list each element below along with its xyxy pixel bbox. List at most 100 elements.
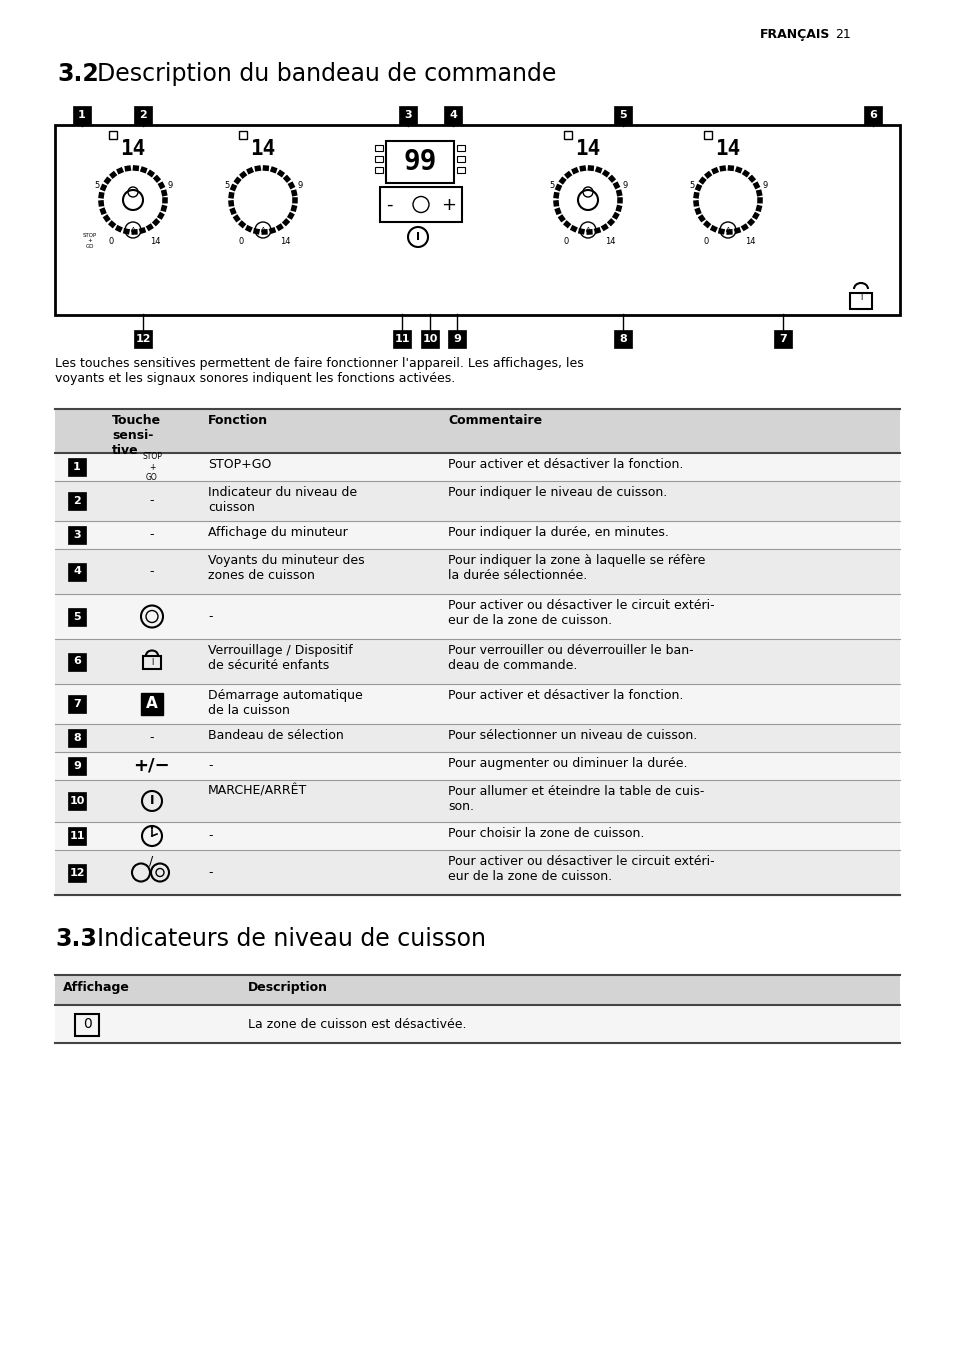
Text: 9: 9 bbox=[297, 181, 302, 191]
Bar bbox=[563, 131, 572, 139]
Text: Commentaire: Commentaire bbox=[448, 414, 541, 427]
Bar bbox=[703, 131, 711, 139]
Text: Touche
sensi-
tive: Touche sensi- tive bbox=[112, 414, 161, 458]
Bar bbox=[55, 850, 899, 895]
Text: La zone de cuisson est désactivée.: La zone de cuisson est désactivée. bbox=[248, 1017, 466, 1030]
Text: Affichage: Affichage bbox=[63, 982, 130, 994]
Bar bbox=[456, 145, 464, 152]
Text: Pour augmenter ou diminuer la durée.: Pour augmenter ou diminuer la durée. bbox=[448, 757, 687, 770]
Text: 4: 4 bbox=[449, 110, 456, 121]
Text: 14: 14 bbox=[575, 139, 599, 158]
Text: Les touches sensitives permettent de faire fonctionner l'appareil. Les affichage: Les touches sensitives permettent de fai… bbox=[55, 357, 583, 385]
Bar bbox=[141, 693, 163, 715]
Bar bbox=[55, 594, 899, 639]
Text: 3.2: 3.2 bbox=[57, 62, 99, 87]
Text: 5: 5 bbox=[689, 181, 694, 191]
Text: 3.3: 3.3 bbox=[55, 927, 97, 951]
Text: 12: 12 bbox=[135, 334, 151, 344]
Text: STOP
+
GO: STOP + GO bbox=[83, 233, 97, 249]
Text: Fonction: Fonction bbox=[208, 414, 268, 427]
Bar bbox=[68, 864, 86, 881]
Bar bbox=[68, 608, 86, 626]
Text: MARCHE/ARRÊT: MARCHE/ARRÊT bbox=[208, 785, 307, 798]
Bar bbox=[68, 695, 86, 714]
Bar bbox=[448, 330, 465, 348]
Text: 9: 9 bbox=[73, 761, 81, 770]
Bar bbox=[55, 125, 899, 315]
Text: 12: 12 bbox=[70, 868, 85, 877]
Bar bbox=[379, 187, 461, 222]
Bar bbox=[614, 330, 631, 348]
Text: Démarrage automatique
de la cuisson: Démarrage automatique de la cuisson bbox=[208, 689, 362, 718]
Bar bbox=[375, 167, 382, 173]
Text: Verrouillage / Dispositif
de sécurité enfants: Verrouillage / Dispositif de sécurité en… bbox=[208, 645, 353, 672]
Text: 8: 8 bbox=[73, 733, 81, 743]
Bar bbox=[443, 106, 461, 125]
Text: I: I bbox=[150, 795, 154, 807]
Bar bbox=[614, 106, 631, 125]
Text: 14: 14 bbox=[250, 139, 275, 158]
Bar bbox=[68, 827, 86, 845]
Text: 5: 5 bbox=[224, 181, 230, 191]
Text: 0: 0 bbox=[83, 1017, 91, 1030]
Text: I: I bbox=[416, 232, 419, 242]
Text: -: - bbox=[150, 494, 154, 508]
Bar bbox=[68, 562, 86, 581]
Text: 0: 0 bbox=[109, 237, 113, 246]
Text: -: - bbox=[150, 528, 154, 542]
Text: 3: 3 bbox=[73, 529, 81, 540]
Text: -: - bbox=[150, 731, 154, 745]
Bar bbox=[68, 492, 86, 510]
Text: -: - bbox=[208, 830, 213, 842]
Bar bbox=[133, 106, 152, 125]
Text: Pour indiquer la zone à laquelle se réfère
la durée sélectionnée.: Pour indiquer la zone à laquelle se réfè… bbox=[448, 554, 704, 582]
Text: 5: 5 bbox=[94, 181, 99, 191]
Text: 5: 5 bbox=[549, 181, 554, 191]
Text: STOP+GO: STOP+GO bbox=[208, 458, 271, 471]
Text: 9: 9 bbox=[761, 181, 767, 191]
Text: Pour indiquer la durée, en minutes.: Pour indiquer la durée, en minutes. bbox=[448, 525, 668, 539]
Bar bbox=[55, 724, 899, 751]
Text: 0: 0 bbox=[238, 237, 243, 246]
Text: 14: 14 bbox=[714, 139, 740, 158]
Bar bbox=[393, 330, 411, 348]
Text: 10: 10 bbox=[422, 334, 437, 344]
Bar bbox=[55, 1005, 899, 1043]
Text: A: A bbox=[260, 227, 265, 233]
Text: 10: 10 bbox=[70, 796, 85, 806]
Bar bbox=[55, 454, 899, 481]
Text: STOP
+
GO: STOP + GO bbox=[142, 452, 162, 482]
Text: /: / bbox=[149, 854, 153, 868]
Text: 2: 2 bbox=[73, 496, 81, 506]
Bar bbox=[55, 780, 899, 822]
Text: 14: 14 bbox=[120, 139, 145, 158]
Text: A: A bbox=[146, 696, 157, 711]
Text: A: A bbox=[131, 227, 135, 233]
Text: 11: 11 bbox=[70, 831, 85, 841]
Text: 14: 14 bbox=[604, 237, 615, 246]
Text: 0: 0 bbox=[563, 237, 568, 246]
Bar bbox=[55, 684, 899, 724]
Bar bbox=[68, 458, 86, 477]
Text: Bandeau de sélection: Bandeau de sélection bbox=[208, 728, 343, 742]
Text: 7: 7 bbox=[779, 334, 786, 344]
Bar bbox=[73, 106, 91, 125]
Text: 0: 0 bbox=[702, 237, 708, 246]
Bar bbox=[68, 728, 86, 747]
Text: 14: 14 bbox=[150, 237, 160, 246]
Bar bbox=[456, 167, 464, 173]
Bar bbox=[55, 521, 899, 548]
Text: 3: 3 bbox=[404, 110, 412, 121]
Bar bbox=[109, 131, 117, 139]
Text: Affichage du minuteur: Affichage du minuteur bbox=[208, 525, 348, 539]
Text: Pour activer ou désactiver le circuit extéri-
eur de la zone de cuisson.: Pour activer ou désactiver le circuit ex… bbox=[448, 598, 714, 627]
Text: Pour activer et désactiver la fonction.: Pour activer et désactiver la fonction. bbox=[448, 458, 682, 471]
Bar bbox=[55, 975, 899, 1005]
Text: l: l bbox=[151, 658, 153, 668]
Text: 5: 5 bbox=[618, 110, 626, 121]
Text: -: - bbox=[208, 867, 213, 879]
Text: 21: 21 bbox=[834, 28, 850, 41]
Text: 1: 1 bbox=[73, 462, 81, 473]
Text: +/−: +/− bbox=[133, 757, 171, 774]
Text: 6: 6 bbox=[868, 110, 876, 121]
